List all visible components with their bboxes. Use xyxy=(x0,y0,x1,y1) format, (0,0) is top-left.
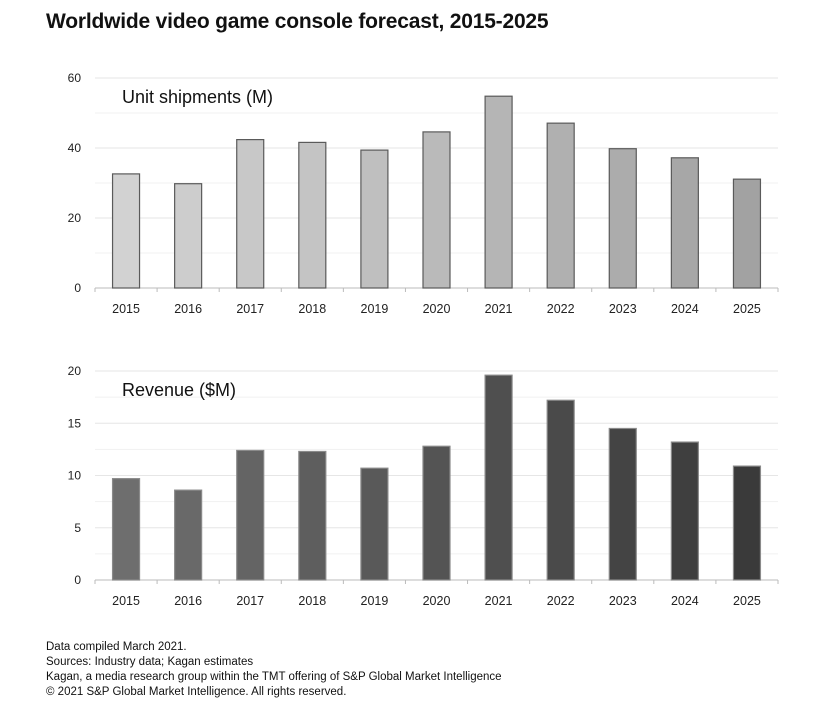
x-tick-label: 2017 xyxy=(236,302,264,316)
x-tick-label: 2024 xyxy=(671,594,699,608)
bar-2016 xyxy=(174,489,203,581)
bar-2019 xyxy=(360,467,389,581)
bar-2020 xyxy=(422,131,451,289)
bar-2022 xyxy=(546,399,575,581)
bar-2021 xyxy=(484,95,513,289)
x-tick-label: 2015 xyxy=(112,302,140,316)
x-tick-label: 2015 xyxy=(112,594,140,608)
bar-2017 xyxy=(236,449,265,581)
bar-2023 xyxy=(608,427,637,581)
bar-2025 xyxy=(732,178,762,289)
x-tick-label: 2021 xyxy=(485,302,513,316)
bar-2022 xyxy=(546,122,575,289)
bar-2017 xyxy=(236,139,265,289)
y-tick-label: 40 xyxy=(68,141,82,155)
y-tick-label: 15 xyxy=(68,416,82,430)
note-date: Data compiled March 2021. xyxy=(46,641,187,653)
x-tick-label: 2019 xyxy=(361,302,389,316)
x-tick-label: 2025 xyxy=(733,594,761,608)
footnotes: Data compiled March 2021. Sources: Indus… xyxy=(46,640,502,700)
y-tick-label: 5 xyxy=(74,521,81,535)
x-tick-label: 2023 xyxy=(609,594,637,608)
x-tick-label: 2020 xyxy=(423,594,451,608)
bar-2024 xyxy=(670,157,699,289)
panel-title: Revenue ($M) xyxy=(122,380,236,400)
bar-2019 xyxy=(360,149,389,289)
x-tick-label: 2025 xyxy=(733,302,761,316)
x-tick-label: 2016 xyxy=(174,302,202,316)
x-tick-label: 2022 xyxy=(547,594,575,608)
x-tick-label: 2020 xyxy=(423,302,451,316)
figure-title: Worldwide video game console forecast, 2… xyxy=(46,10,549,33)
x-tick-label: 2024 xyxy=(671,302,699,316)
x-tick-label: 2023 xyxy=(609,302,637,316)
bar-2021 xyxy=(484,374,513,581)
x-tick-label: 2016 xyxy=(174,594,202,608)
bar-2018 xyxy=(298,450,327,581)
bar-2024 xyxy=(670,441,699,581)
y-tick-label: 20 xyxy=(68,364,82,378)
bar-2015 xyxy=(111,173,141,289)
y-tick-label: 60 xyxy=(68,71,82,85)
bar-2018 xyxy=(298,141,327,289)
note-sources: Sources: Industry data; Kagan estimates xyxy=(46,656,254,668)
x-tick-label: 2018 xyxy=(298,594,326,608)
bar-2023 xyxy=(608,148,637,289)
bar-2015 xyxy=(111,478,141,581)
y-tick-label: 20 xyxy=(68,211,82,225)
x-tick-label: 2018 xyxy=(298,302,326,316)
note-kagan: Kagan, a media research group within the… xyxy=(46,671,502,683)
y-tick-label: 10 xyxy=(68,469,82,483)
y-tick-label: 0 xyxy=(74,281,81,295)
bar-2025 xyxy=(732,465,762,581)
note-copyright: © 2021 S&P Global Market Intelligence. A… xyxy=(46,686,347,698)
x-tick-label: 2019 xyxy=(361,594,389,608)
y-tick-label: 0 xyxy=(74,573,81,587)
bar-2016 xyxy=(174,183,203,289)
panel-title: Unit shipments (M) xyxy=(122,87,273,107)
x-tick-label: 2021 xyxy=(485,594,513,608)
x-tick-label: 2022 xyxy=(547,302,575,316)
bar-2020 xyxy=(422,445,451,581)
x-tick-label: 2017 xyxy=(236,594,264,608)
